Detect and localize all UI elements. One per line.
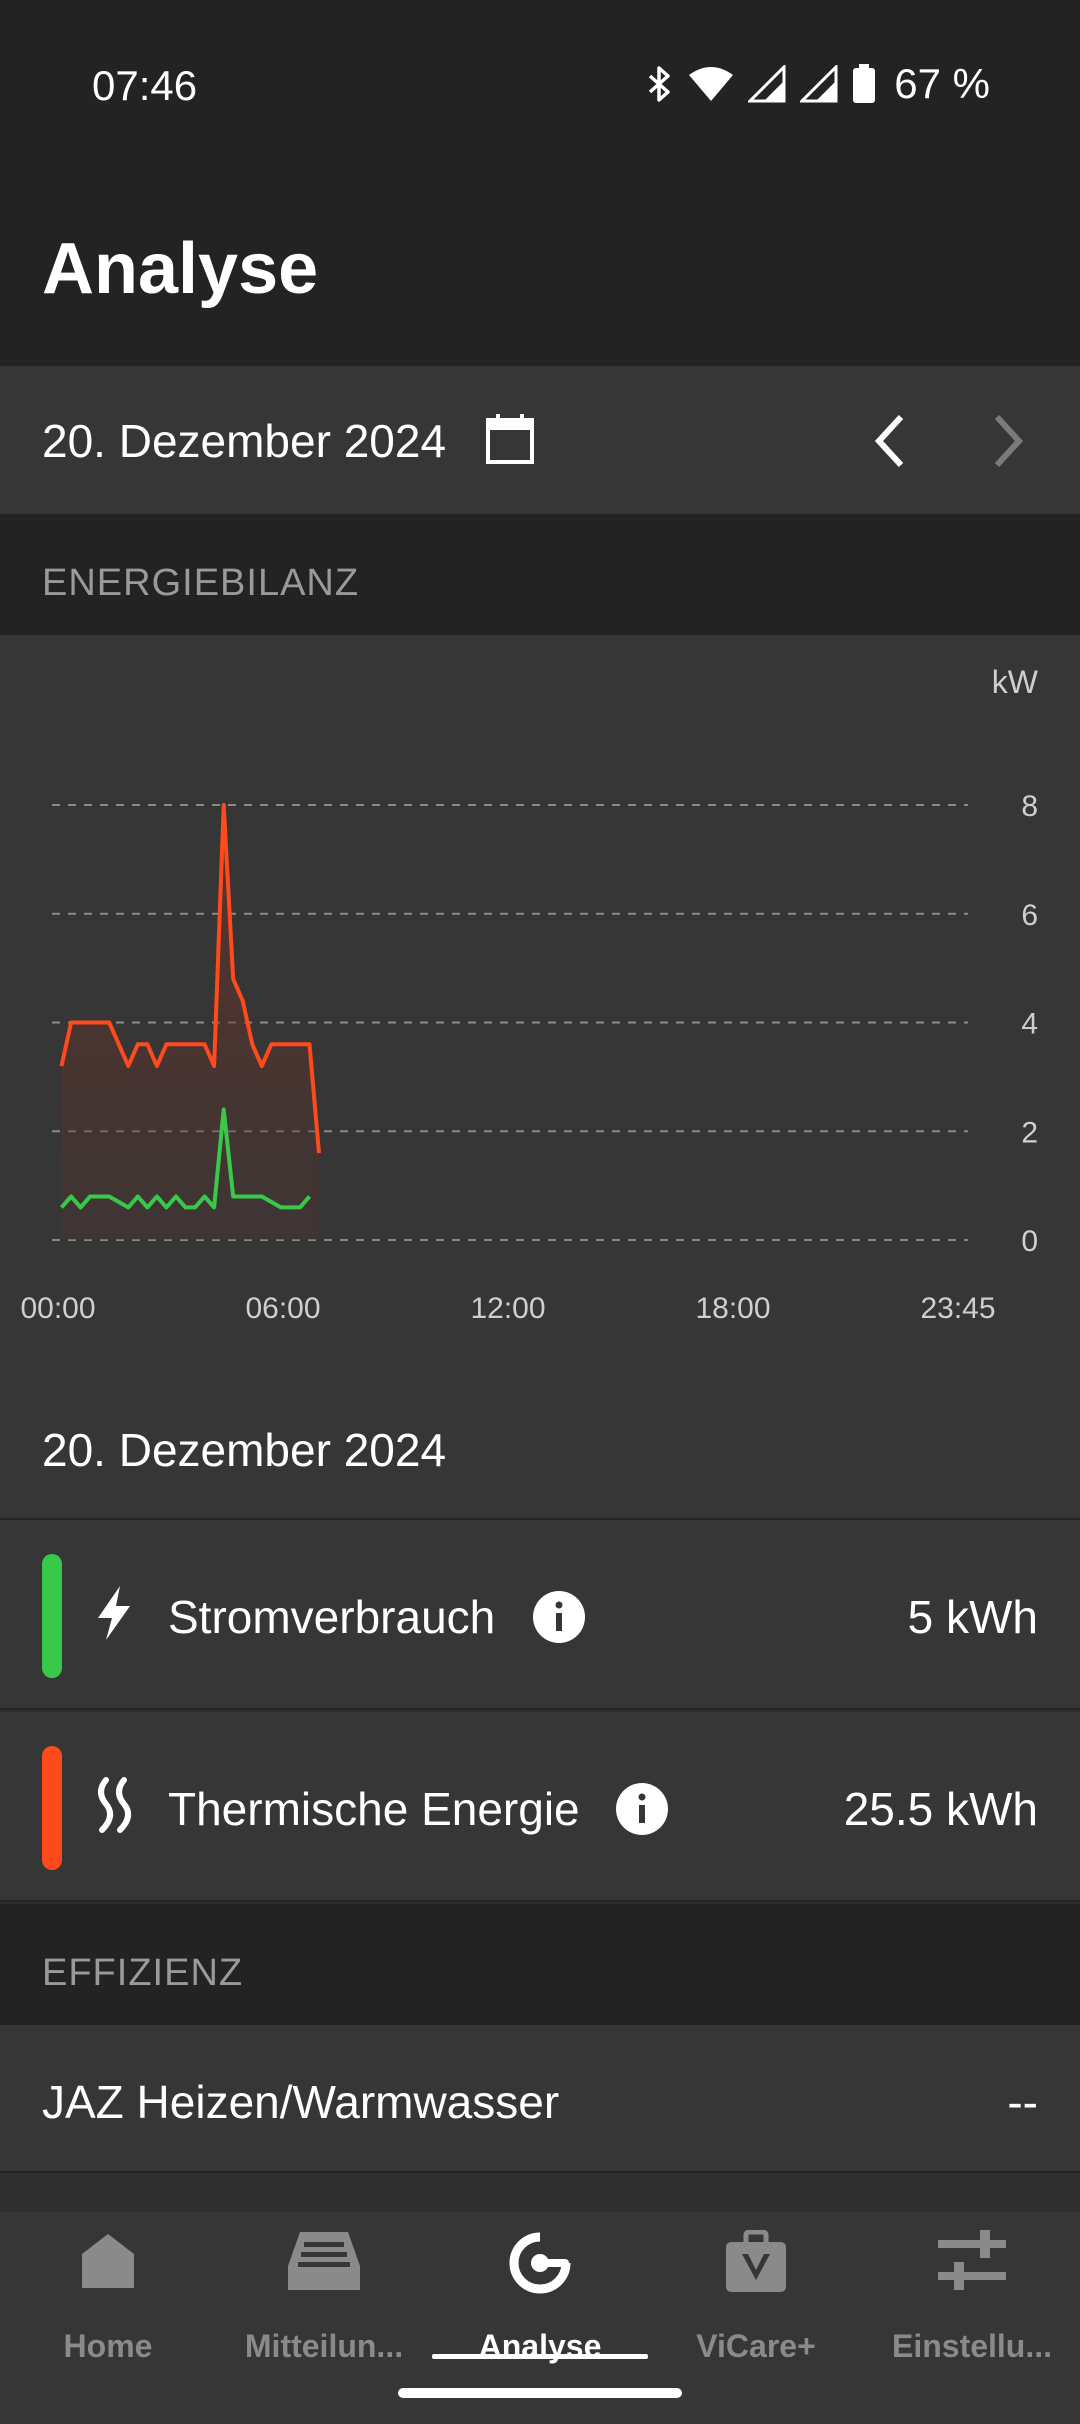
bluetooth-icon — [649, 66, 671, 102]
gesture-handle[interactable] — [398, 2388, 682, 2398]
series-line-1 — [59, 1107, 312, 1210]
x-tick-label: 12:00 — [470, 1292, 545, 1325]
lightning-icon — [98, 1586, 130, 1640]
series-area — [61, 805, 319, 1240]
section-energy-balance: ENERGIEBILANZ — [0, 514, 1080, 635]
summary-date: 20. Dezember 2024 — [42, 1424, 447, 1476]
battery-percentage: 67 % — [894, 60, 990, 107]
summary-date-row: 20. Dezember 2024 — [0, 1375, 1080, 1520]
y-tick-label: 8 — [1021, 790, 1038, 823]
status-icons: 67 % — [646, 60, 990, 108]
wifi-icon — [689, 67, 734, 101]
next-day-button[interactable] — [962, 396, 1052, 486]
energy-label: Thermische Energie — [168, 1783, 580, 1835]
energy-chart-panel: 0 2 4 6 8 00:00 06:00 12:00 18:00 23:45 kW — [0, 635, 1080, 1375]
active-tab-indicator — [432, 2354, 648, 2359]
nav-label: Mitteilun... — [244, 2328, 404, 2364]
efficiency-value: -- — [1007, 2076, 1038, 2128]
efficiency-row-jaz[interactable]: JAZ Heizen/Warmwasser -- — [0, 2025, 1080, 2173]
efficiency-label: JAZ Heizen/Warmwasser — [42, 2076, 560, 2128]
nav-item-messages[interactable]: Mitteilun... — [216, 2212, 432, 2392]
home-icon — [82, 2234, 134, 2288]
energy-chart: 0 2 4 6 8 00:00 06:00 12:00 18:00 23:45 kW — [20, 664, 1039, 1325]
energy-label: Stromverbrauch — [168, 1591, 496, 1643]
signal-icon — [748, 65, 786, 103]
battery-icon — [853, 64, 876, 103]
energy-row-thermal[interactable]: Thermische Energie 25.5 kWh — [0, 1712, 1080, 1902]
nav-label: Einstellu... — [891, 2328, 1053, 2364]
y-tick-label: 2 — [1021, 1116, 1038, 1149]
sliders-icon — [938, 2230, 1006, 2290]
nav-item-analyse[interactable]: Analyse — [432, 2212, 648, 2392]
x-tick-label: 00:00 — [20, 1292, 95, 1325]
y-tick-label: 6 — [1021, 899, 1038, 932]
nav-item-vicare-plus[interactable]: ViCare+ — [648, 2212, 864, 2392]
nav-label: Analyse — [478, 2328, 602, 2364]
energy-value: 5 kWh — [907, 1591, 1038, 1643]
series-color-indicator — [42, 1554, 62, 1678]
energy-value: 25.5 kWh — [843, 1783, 1038, 1835]
series-line-0 — [59, 803, 321, 1154]
calendar-icon[interactable] — [484, 412, 536, 466]
section-efficiency: EFFIZIENZ — [0, 1904, 1080, 2025]
nav-item-settings[interactable]: Einstellu... — [864, 2212, 1080, 2392]
nav-label: Home — [63, 2328, 153, 2364]
status-bar: 07:46 67 % — [0, 0, 1080, 178]
heat-waves-icon — [98, 1777, 132, 1833]
section-title: EFFIZIENZ — [42, 1952, 244, 1994]
energy-row-electricity[interactable]: Stromverbrauch 5 kWh — [0, 1520, 1080, 1710]
previous-day-button[interactable] — [846, 396, 936, 486]
y-tick-label: 4 — [1021, 1008, 1038, 1041]
bottom-navigation: Home Mitteilun... Analyse ViCare+ — [0, 2212, 1080, 2424]
x-tick-label: 06:00 — [245, 1292, 320, 1325]
app-header: Analyse — [0, 178, 1080, 366]
page-title: Analyse — [42, 229, 319, 309]
analysis-icon — [509, 2230, 573, 2294]
chevron-left-icon — [874, 414, 904, 468]
series-color-indicator — [42, 1746, 62, 1870]
chevron-right-icon — [994, 414, 1024, 468]
y-tick-label: 0 — [1021, 1225, 1038, 1258]
info-icon[interactable] — [532, 1590, 586, 1644]
selected-date[interactable]: 20. Dezember 2024 — [42, 415, 447, 467]
status-time: 07:46 — [92, 62, 198, 109]
nav-item-home[interactable]: Home — [0, 2212, 216, 2392]
shop-bag-icon — [726, 2230, 786, 2292]
inbox-icon — [288, 2232, 360, 2290]
signal-icon — [800, 65, 838, 103]
nav-label: ViCare+ — [696, 2328, 816, 2364]
x-tick-label: 23:45 — [920, 1292, 995, 1325]
section-title: ENERGIEBILANZ — [42, 562, 360, 604]
y-axis-unit-label: kW — [992, 664, 1039, 700]
date-selector[interactable]: 20. Dezember 2024 — [0, 366, 1080, 514]
x-tick-label: 18:00 — [695, 1292, 770, 1325]
info-icon[interactable] — [615, 1782, 669, 1836]
